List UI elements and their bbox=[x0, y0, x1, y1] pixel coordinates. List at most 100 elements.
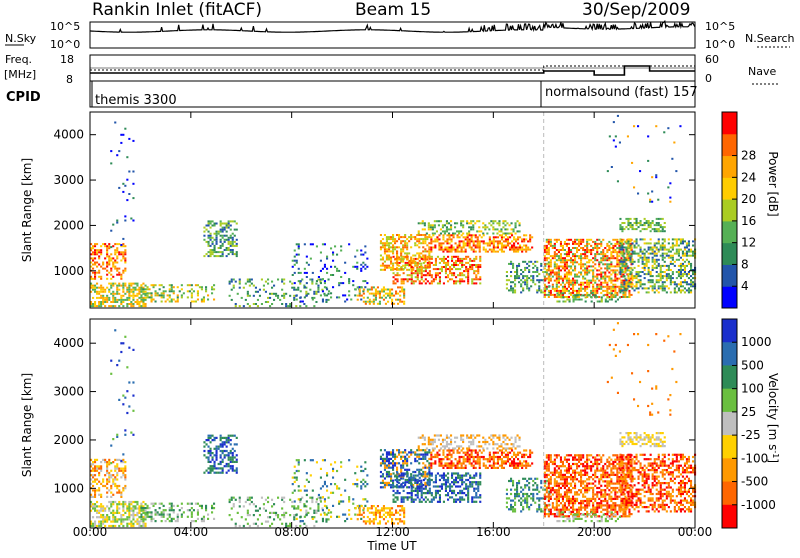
velocity-cell bbox=[233, 503, 235, 505]
power-cell bbox=[319, 279, 321, 281]
power-cell bbox=[218, 233, 220, 235]
power-cell bbox=[430, 236, 432, 238]
power-cell bbox=[304, 296, 306, 298]
power-cell bbox=[614, 249, 616, 251]
velocity-cell bbox=[222, 443, 224, 445]
power-cell bbox=[94, 245, 96, 247]
power-cell bbox=[475, 234, 477, 236]
power-cell bbox=[366, 266, 368, 268]
velocity-cell bbox=[128, 523, 130, 525]
power-cell bbox=[300, 296, 302, 298]
power-cell bbox=[423, 280, 425, 282]
velocity-cell bbox=[145, 523, 147, 525]
power-cell bbox=[210, 251, 212, 253]
power-cell bbox=[640, 285, 642, 287]
power-cell bbox=[515, 222, 517, 224]
velocity-cell bbox=[104, 474, 106, 476]
velocity-cell bbox=[210, 448, 212, 450]
power-cell bbox=[293, 295, 295, 297]
velocity-cell bbox=[416, 460, 418, 462]
power-cell bbox=[623, 275, 625, 277]
power-cell bbox=[512, 291, 514, 293]
velocity-cell bbox=[364, 505, 366, 507]
power-cell bbox=[364, 264, 366, 266]
power-cell bbox=[612, 239, 614, 241]
power-cell bbox=[442, 234, 444, 236]
velocity-cell bbox=[197, 518, 199, 520]
velocity-cell bbox=[114, 521, 116, 523]
velocity-cell bbox=[112, 514, 114, 516]
power-cell bbox=[604, 280, 606, 282]
power-cell bbox=[380, 255, 382, 257]
power-cell bbox=[100, 276, 102, 278]
power-cell bbox=[320, 282, 322, 284]
velocity-cell bbox=[126, 523, 128, 525]
power-cell bbox=[402, 246, 404, 248]
power-cell bbox=[100, 278, 102, 280]
power-cell bbox=[580, 265, 582, 267]
velocity-cell bbox=[229, 501, 231, 503]
power-cell bbox=[528, 269, 530, 271]
velocity-cell bbox=[138, 516, 140, 518]
power-cell bbox=[163, 296, 165, 298]
power-cell bbox=[404, 242, 406, 244]
velocity-cell bbox=[283, 516, 285, 518]
noise-right-tick-low: 10^0 bbox=[705, 38, 735, 51]
power-cell bbox=[161, 296, 163, 298]
power-cell bbox=[578, 284, 580, 286]
power-cell bbox=[609, 292, 611, 294]
velocity-cell bbox=[94, 470, 96, 472]
power-cell bbox=[684, 249, 686, 251]
velocity-cell bbox=[297, 505, 299, 507]
power-cell bbox=[112, 299, 114, 301]
power-cell bbox=[548, 247, 550, 249]
power-cell bbox=[392, 263, 394, 265]
velocity-cell bbox=[297, 507, 299, 509]
power-cell bbox=[161, 301, 163, 303]
velocity-cell bbox=[249, 503, 251, 505]
power-cell bbox=[293, 297, 295, 299]
power-cell bbox=[459, 268, 461, 270]
power-cell bbox=[513, 230, 515, 232]
power-cell bbox=[110, 260, 112, 262]
velocity-cell bbox=[392, 469, 394, 471]
velocity-cell bbox=[330, 483, 332, 485]
velocity-cell bbox=[390, 462, 392, 464]
power-cell bbox=[291, 287, 293, 289]
power-cell bbox=[688, 287, 690, 289]
velocity-cell bbox=[285, 512, 287, 514]
power-cell bbox=[526, 275, 528, 277]
power-cell bbox=[181, 284, 183, 286]
power-cell bbox=[171, 286, 173, 288]
power-cell bbox=[604, 267, 606, 269]
velocity-cell bbox=[106, 521, 108, 523]
power-cell bbox=[110, 274, 112, 276]
velocity-cell bbox=[402, 456, 404, 458]
power-cell bbox=[230, 237, 232, 239]
velocity-cell bbox=[124, 468, 126, 470]
power-cell bbox=[130, 283, 132, 285]
power-cell bbox=[416, 252, 418, 254]
velocity-cell bbox=[216, 452, 218, 454]
power-cell bbox=[566, 239, 568, 241]
velocity-cell bbox=[230, 461, 232, 463]
velocity-cell bbox=[388, 462, 390, 464]
power-cell bbox=[212, 220, 214, 222]
power-cell bbox=[114, 260, 116, 262]
power-cell bbox=[425, 274, 427, 276]
power-cell bbox=[311, 279, 313, 281]
power-cell bbox=[367, 291, 369, 293]
power-cell bbox=[409, 262, 411, 264]
velocity-cell bbox=[226, 446, 228, 448]
velocity-cell bbox=[430, 441, 432, 443]
velocity-cell bbox=[124, 503, 126, 505]
power-cell bbox=[98, 255, 100, 257]
power-cell bbox=[401, 256, 403, 258]
power-cell bbox=[259, 295, 261, 297]
velocity-cell bbox=[179, 509, 181, 511]
power-cell bbox=[220, 239, 222, 241]
velocity-cell bbox=[236, 467, 238, 469]
velocity-cell bbox=[402, 451, 404, 453]
power-cell bbox=[114, 283, 116, 285]
power-cell bbox=[392, 252, 394, 254]
